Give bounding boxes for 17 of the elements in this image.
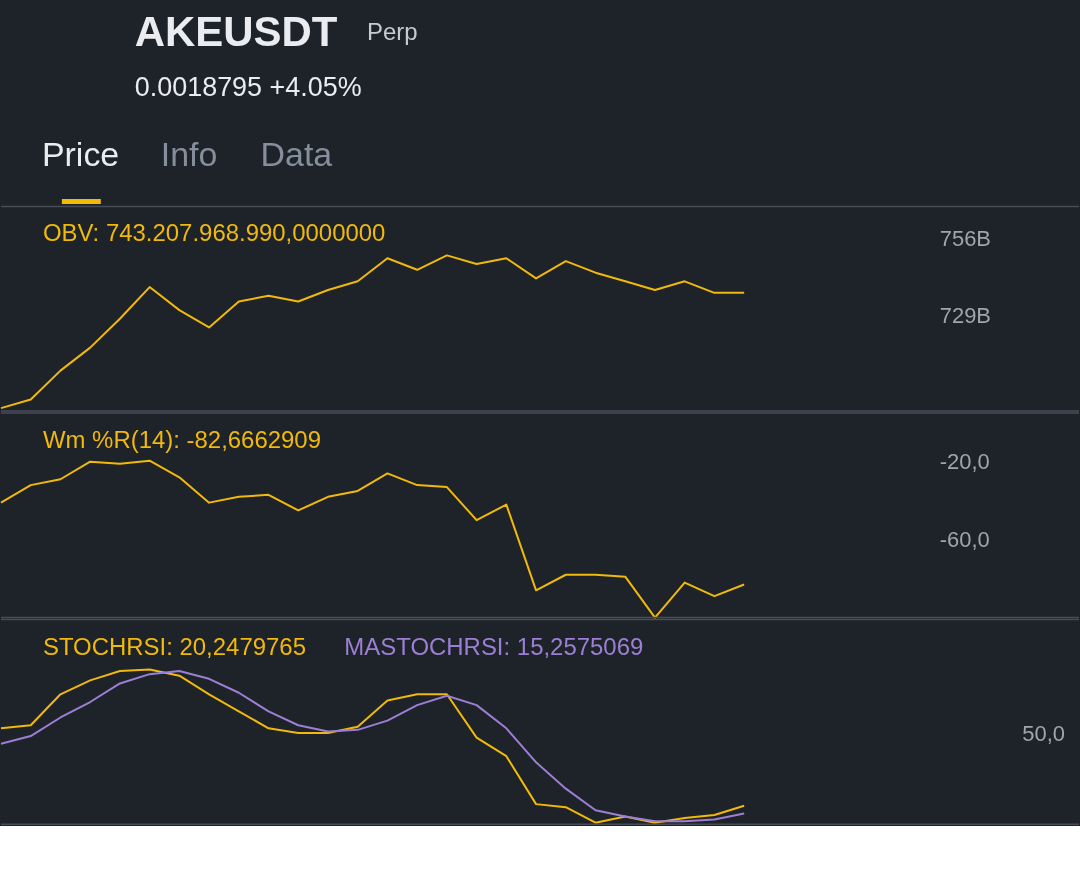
text: Data [260,135,333,174]
chart-subtitle: 0.0018795 +4.05% [134,71,362,102]
chart-title: AKEUSDT [134,7,338,55]
text: Perp [366,17,418,45]
legend-label: OBV: 743.207.968.990,0000000 [42,219,386,247]
y-tick-label: -20,0 [939,449,990,475]
text: MASTOCHRSI: 15,2575069 [344,632,644,660]
line-series [0,254,746,410]
text: 50,0 [1022,721,1066,747]
line-series [0,459,746,619]
series-label: STOCHRSI: 20,2479765 [42,632,306,660]
text: Info [160,135,218,174]
y-tick-label: 756B [939,225,991,251]
y-tick-label: 729B [939,303,991,329]
text: Price [41,135,120,174]
y-tick-label: -60,0 [939,527,990,553]
series-label: Wm %R(14): -82,6662909 [42,425,321,453]
